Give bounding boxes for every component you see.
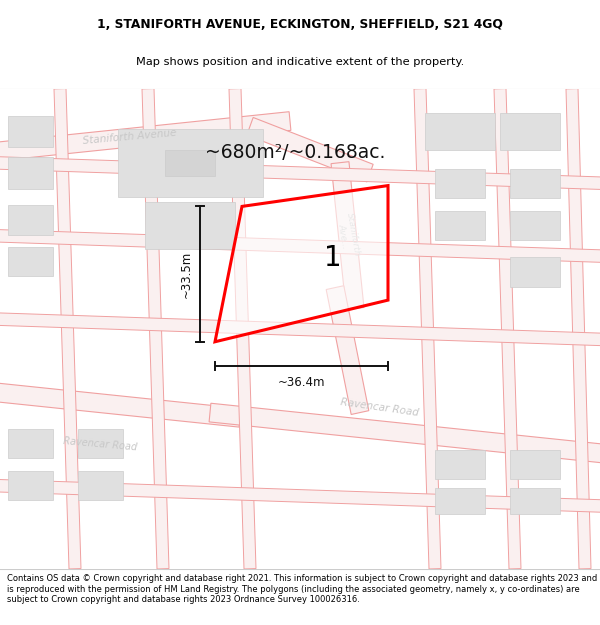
Text: Map shows position and indicative extent of the property.: Map shows position and indicative extent… bbox=[136, 57, 464, 67]
Polygon shape bbox=[142, 89, 169, 569]
Polygon shape bbox=[510, 488, 560, 514]
Text: Contains OS data © Crown copyright and database right 2021. This information is : Contains OS data © Crown copyright and d… bbox=[7, 574, 598, 604]
Polygon shape bbox=[566, 89, 591, 569]
Text: 1, STANIFORTH AVENUE, ECKINGTON, SHEFFIELD, S21 4GQ: 1, STANIFORTH AVENUE, ECKINGTON, SHEFFIE… bbox=[97, 18, 503, 31]
Polygon shape bbox=[0, 156, 600, 190]
Polygon shape bbox=[510, 258, 560, 287]
Polygon shape bbox=[247, 118, 373, 182]
Text: Staniforth
Ave...: Staniforth Ave... bbox=[335, 212, 361, 259]
Text: 1: 1 bbox=[325, 244, 342, 272]
Polygon shape bbox=[7, 158, 53, 189]
Polygon shape bbox=[435, 488, 485, 514]
Polygon shape bbox=[77, 429, 122, 458]
Polygon shape bbox=[435, 169, 485, 198]
Text: ~33.5m: ~33.5m bbox=[179, 251, 193, 298]
Polygon shape bbox=[118, 129, 263, 196]
Polygon shape bbox=[7, 206, 53, 234]
Text: Ravencar Road: Ravencar Road bbox=[62, 436, 137, 452]
Polygon shape bbox=[435, 450, 485, 479]
Polygon shape bbox=[7, 429, 53, 458]
Polygon shape bbox=[54, 89, 81, 569]
Polygon shape bbox=[331, 162, 364, 309]
Polygon shape bbox=[0, 229, 600, 262]
Polygon shape bbox=[77, 471, 122, 500]
Polygon shape bbox=[7, 247, 53, 276]
Polygon shape bbox=[0, 382, 241, 427]
Polygon shape bbox=[414, 89, 441, 569]
Polygon shape bbox=[510, 450, 560, 479]
Polygon shape bbox=[435, 211, 485, 240]
Polygon shape bbox=[7, 116, 53, 147]
Text: Staniforth Avenue: Staniforth Avenue bbox=[83, 127, 178, 146]
Polygon shape bbox=[326, 286, 369, 414]
Polygon shape bbox=[209, 403, 600, 464]
Polygon shape bbox=[500, 113, 560, 149]
Polygon shape bbox=[0, 312, 600, 346]
Polygon shape bbox=[494, 89, 521, 569]
Text: ~36.4m: ~36.4m bbox=[278, 376, 325, 389]
Polygon shape bbox=[510, 211, 560, 240]
Polygon shape bbox=[215, 186, 388, 342]
Polygon shape bbox=[0, 112, 291, 162]
Polygon shape bbox=[510, 169, 560, 198]
Polygon shape bbox=[425, 113, 495, 149]
Polygon shape bbox=[229, 89, 256, 569]
Polygon shape bbox=[145, 202, 235, 249]
Text: ~680m²/~0.168ac.: ~680m²/~0.168ac. bbox=[205, 142, 385, 162]
Polygon shape bbox=[165, 149, 215, 176]
Polygon shape bbox=[0, 479, 600, 512]
Text: Ravencar Road: Ravencar Road bbox=[340, 397, 420, 418]
Polygon shape bbox=[7, 471, 53, 500]
